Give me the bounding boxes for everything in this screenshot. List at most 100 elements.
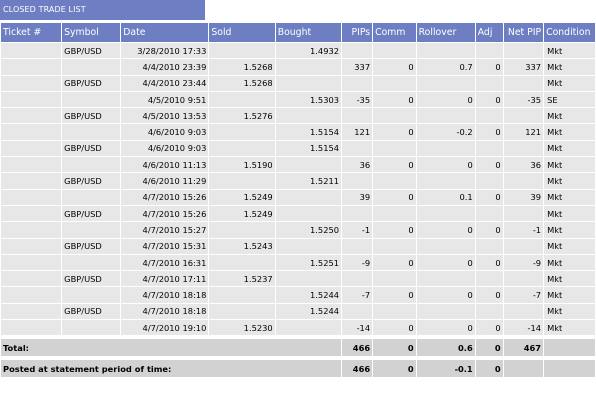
col-rollover[interactable]: Rollover [416,23,475,42]
cell-pips: -14 [342,320,373,336]
cell-bought: 1.5250 [275,222,342,238]
cell-ticket [1,75,62,91]
cell-adj [475,238,503,254]
cell-ticket [1,254,62,271]
cell-sold [209,254,275,271]
cell-comm [373,75,416,91]
cell-condition: Mkt [544,320,595,336]
total-label: Total: [1,339,342,357]
cell-net-pip [503,75,544,91]
cell-comm [373,303,416,320]
cell-net-pip [503,43,544,59]
cell-net-pip: -9 [503,254,544,271]
cell-symbol: GBP/USD [62,140,121,157]
cell-condition: Mkt [544,254,595,271]
cell-bought [275,189,342,205]
cell-date: 4/6/2010 9:03 [121,124,209,140]
table-row: GBP/USD 4/6/2010 11:29 1.5211 Mkt [1,173,595,189]
cell-net-pip [503,303,544,320]
cell-pips [342,238,373,254]
col-comm[interactable]: Comm [373,23,416,42]
cell-pips [342,43,373,59]
col-pips[interactable]: PIPs [342,23,373,42]
cell-condition: Mkt [544,124,595,140]
cell-comm: 0 [373,222,416,238]
cell-condition: Mkt [544,222,595,238]
cell-symbol [62,157,121,173]
cell-date: 4/7/2010 15:27 [121,222,209,238]
cell-bought: 1.5154 [275,140,342,157]
col-bought[interactable]: Bought [275,23,342,42]
cell-ticket [1,108,62,124]
cell-adj: 0 [475,157,503,173]
cell-sold [209,124,275,140]
cell-rollover: 0 [416,222,475,238]
cell-date: 4/7/2010 18:18 [121,287,209,303]
cell-comm [373,43,416,59]
table-row: 4/6/2010 9:03 1.5154 121 0 -0.2 0 121 Mkt [1,124,595,140]
cell-pips [342,108,373,124]
cell-adj: 0 [475,222,503,238]
col-net-pip[interactable]: Net PIP [503,23,544,42]
cell-date: 4/4/2010 23:39 [121,59,209,75]
cell-bought: 1.5244 [275,303,342,320]
cell-comm [373,238,416,254]
cell-adj [475,43,503,59]
posted-comm: 0 [373,360,416,378]
cell-comm: 0 [373,124,416,140]
cell-ticket [1,91,62,108]
total-adj: 0 [475,339,503,357]
cell-sold: 1.5237 [209,271,275,287]
col-ticket[interactable]: Ticket # [1,23,62,42]
cell-condition: Mkt [544,140,595,157]
table-row: GBP/USD 4/7/2010 18:18 1.5244 Mkt [1,303,595,320]
table-row: 4/5/2010 9:51 1.5303 -35 0 0 0 -35 SE [1,91,595,108]
cell-pips [342,303,373,320]
cell-symbol [62,287,121,303]
cell-date: 4/7/2010 18:18 [121,303,209,320]
col-sold[interactable]: Sold [209,23,275,42]
cell-ticket [1,140,62,157]
cell-sold [209,140,275,157]
col-adj[interactable]: Adj [475,23,503,42]
cell-date: 4/5/2010 9:51 [121,91,209,108]
cell-symbol: GBP/USD [62,205,121,222]
col-date[interactable]: Date [121,23,209,42]
cell-adj: 0 [475,320,503,336]
col-condition[interactable]: Condition [544,23,595,42]
cell-net-pip: -7 [503,287,544,303]
table-row: GBP/USD 4/7/2010 17:11 1.5237 Mkt [1,271,595,287]
cell-bought: 1.5251 [275,254,342,271]
cell-rollover: 0 [416,320,475,336]
cell-symbol: GBP/USD [62,238,121,254]
posted-rollover: -0.1 [416,360,475,378]
cell-comm [373,271,416,287]
cell-ticket [1,271,62,287]
cell-symbol: GBP/USD [62,75,121,91]
cell-rollover [416,205,475,222]
cell-adj [475,108,503,124]
cell-comm: 0 [373,320,416,336]
cell-net-pip [503,140,544,157]
cell-comm [373,205,416,222]
cell-symbol [62,59,121,75]
cell-rollover [416,75,475,91]
cell-comm [373,173,416,189]
cell-sold [209,173,275,189]
cell-condition: Mkt [544,173,595,189]
posted-adj: 0 [475,360,503,378]
cell-pips: -7 [342,287,373,303]
cell-date: 4/7/2010 15:31 [121,238,209,254]
cell-comm: 0 [373,254,416,271]
cell-rollover: 0.1 [416,189,475,205]
cell-bought: 1.5211 [275,173,342,189]
cell-date: 4/7/2010 17:11 [121,271,209,287]
table-row: GBP/USD 4/7/2010 15:26 1.5249 Mkt [1,205,595,222]
cell-net-pip: -1 [503,222,544,238]
cell-symbol [62,189,121,205]
col-symbol[interactable]: Symbol [62,23,121,42]
cell-ticket [1,320,62,336]
cell-symbol [62,254,121,271]
cell-rollover [416,238,475,254]
trade-rows: GBP/USD 3/28/2010 17:33 1.4932 Mkt 4/4/2010 … [1,43,595,336]
